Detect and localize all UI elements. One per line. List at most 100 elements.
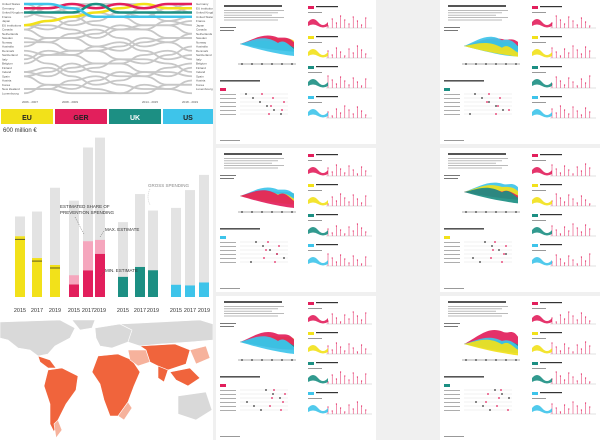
page-thumbnail: [440, 148, 600, 292]
bump-left-label: United States: [2, 2, 21, 6]
bump-left-label: Ireland: [2, 70, 12, 74]
bar-gross: [135, 194, 145, 297]
bump-right-label: United Kingdom: [196, 11, 213, 15]
map-region: [0, 320, 76, 357]
map-region: [91, 353, 141, 417]
map-region: [53, 419, 63, 439]
bump-right-label: Japan: [196, 23, 205, 27]
bar-year-label: 2019: [94, 308, 106, 314]
legend-eu-label: EU: [22, 115, 32, 122]
bump-right-label: Australia: [196, 45, 208, 49]
bump-right-label: Denmark: [196, 49, 209, 53]
world-map: [0, 320, 213, 439]
bump-right-label: Belgium: [196, 62, 207, 66]
bar-prevention: [199, 282, 209, 297]
bar-max-estimate: [69, 275, 79, 285]
bump-left-label: Netherlands: [2, 32, 19, 36]
map-region: [118, 320, 213, 347]
bar-year-label: 2017: [184, 308, 196, 314]
bump-line: [23, 37, 193, 52]
bar-year-label: 2019: [49, 308, 61, 314]
bump-highlight-line: [24, 2, 192, 14]
bar-max-estimate: [95, 239, 105, 254]
bar-prevention: [83, 270, 93, 297]
bar-chart-panel: 600 million €2015 2017 2019 2015 2017 2019 201…: [0, 127, 213, 320]
bump-left-label: Finland: [2, 66, 12, 70]
bar-year-label: 2017: [82, 308, 94, 314]
bump-left-label: Italy: [2, 57, 8, 61]
bump-left-label: Norway: [2, 40, 13, 44]
map-region: [94, 323, 133, 349]
bump-left-label: Denmark: [2, 49, 15, 53]
bar-year-label: 2015: [170, 308, 182, 314]
bump-right-label: Korea: [196, 83, 204, 87]
bump-highlight-line: [23, 2, 192, 19]
map-region: [37, 355, 57, 369]
bump-line: [24, 83, 193, 95]
map-region: [189, 345, 211, 365]
bump-right-label: Sweden: [196, 36, 207, 40]
bump-line: [23, 15, 193, 31]
bar-year-label: 2017: [31, 308, 43, 314]
bump-right-label: Austria: [196, 79, 206, 83]
bump-left-label: Canada: [2, 28, 13, 32]
bar-gross: [32, 211, 42, 297]
page-thumbnail: [216, 0, 376, 144]
legend-ger: GER: [55, 109, 107, 124]
map-region: [169, 367, 201, 387]
bar-year-label: 2015: [68, 308, 80, 314]
bump-left-label: Austria: [2, 79, 12, 83]
bump-left-label: Sweden: [2, 36, 13, 40]
bar-gross: [185, 190, 195, 297]
bump-highlight-line: [23, 2, 192, 27]
bar-chart: 600 million €2015 2017 2019 2015 2017 2019 201…: [3, 128, 210, 314]
bump-right-label: Canada: [196, 28, 207, 32]
bump-right-label: Finland: [196, 66, 206, 70]
bump-left-label: Switzerland: [2, 53, 18, 57]
bump-left-label: Luxembourg: [2, 91, 19, 95]
annotation-min: MIN. ESTIMATE: [105, 268, 138, 273]
bar-gross: [148, 210, 158, 297]
bar-gross: [118, 222, 128, 297]
map-region: [43, 367, 79, 433]
bar-gross: [171, 207, 181, 297]
bar-gross: [69, 200, 79, 297]
map-region: [71, 320, 96, 331]
bar-prevention: [118, 276, 128, 297]
stream-layer: [240, 190, 294, 208]
bump-right-label: Switzerland: [196, 53, 212, 57]
bump-highlight-line: [24, 2, 192, 10]
bump-line: [23, 62, 193, 78]
bump-period-label: 2014 - 2015: [142, 100, 158, 104]
bump-line: [23, 49, 193, 65]
stream-layer: [464, 43, 518, 57]
bar-gross: [50, 187, 60, 297]
bump-left-label: United Kingdom: [2, 11, 24, 15]
stream-layer: [464, 187, 518, 204]
bar-prevention: [171, 284, 181, 297]
bar-gross: [199, 174, 209, 297]
bump-left-label: Australia: [2, 45, 14, 49]
bar-max-estimate: [83, 241, 93, 271]
bump-line: [23, 62, 193, 78]
bump-right-label: United States: [196, 15, 213, 19]
map-region: [177, 391, 213, 421]
legend-us: US: [163, 109, 213, 124]
bar-prevention: [185, 285, 195, 297]
annotation-gross: GROSS SPENDING: [148, 183, 190, 188]
bar-prevention: [69, 284, 79, 297]
bar-prevention: [15, 236, 25, 297]
bar-year-label: 2019: [198, 308, 210, 314]
bump-line: [23, 66, 193, 86]
bump-period-label: 2018 - 2019: [182, 100, 198, 104]
bump-right-label: France: [196, 19, 206, 23]
bump-right-label: Spain: [196, 74, 204, 78]
bump-left-label: Japan: [2, 19, 11, 23]
stream-layer: [240, 336, 294, 354]
page-thumbnails: [216, 0, 600, 440]
stream-layer: [464, 339, 518, 356]
legend-us-label: US: [183, 115, 193, 122]
bar-gross: [83, 147, 93, 297]
map-region: [127, 349, 151, 367]
bump-line: [23, 45, 193, 65]
